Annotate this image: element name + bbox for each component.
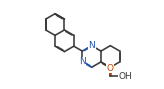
- Text: N: N: [88, 41, 95, 50]
- Text: O: O: [107, 64, 114, 73]
- Text: OH: OH: [119, 72, 132, 81]
- Text: N: N: [79, 57, 86, 66]
